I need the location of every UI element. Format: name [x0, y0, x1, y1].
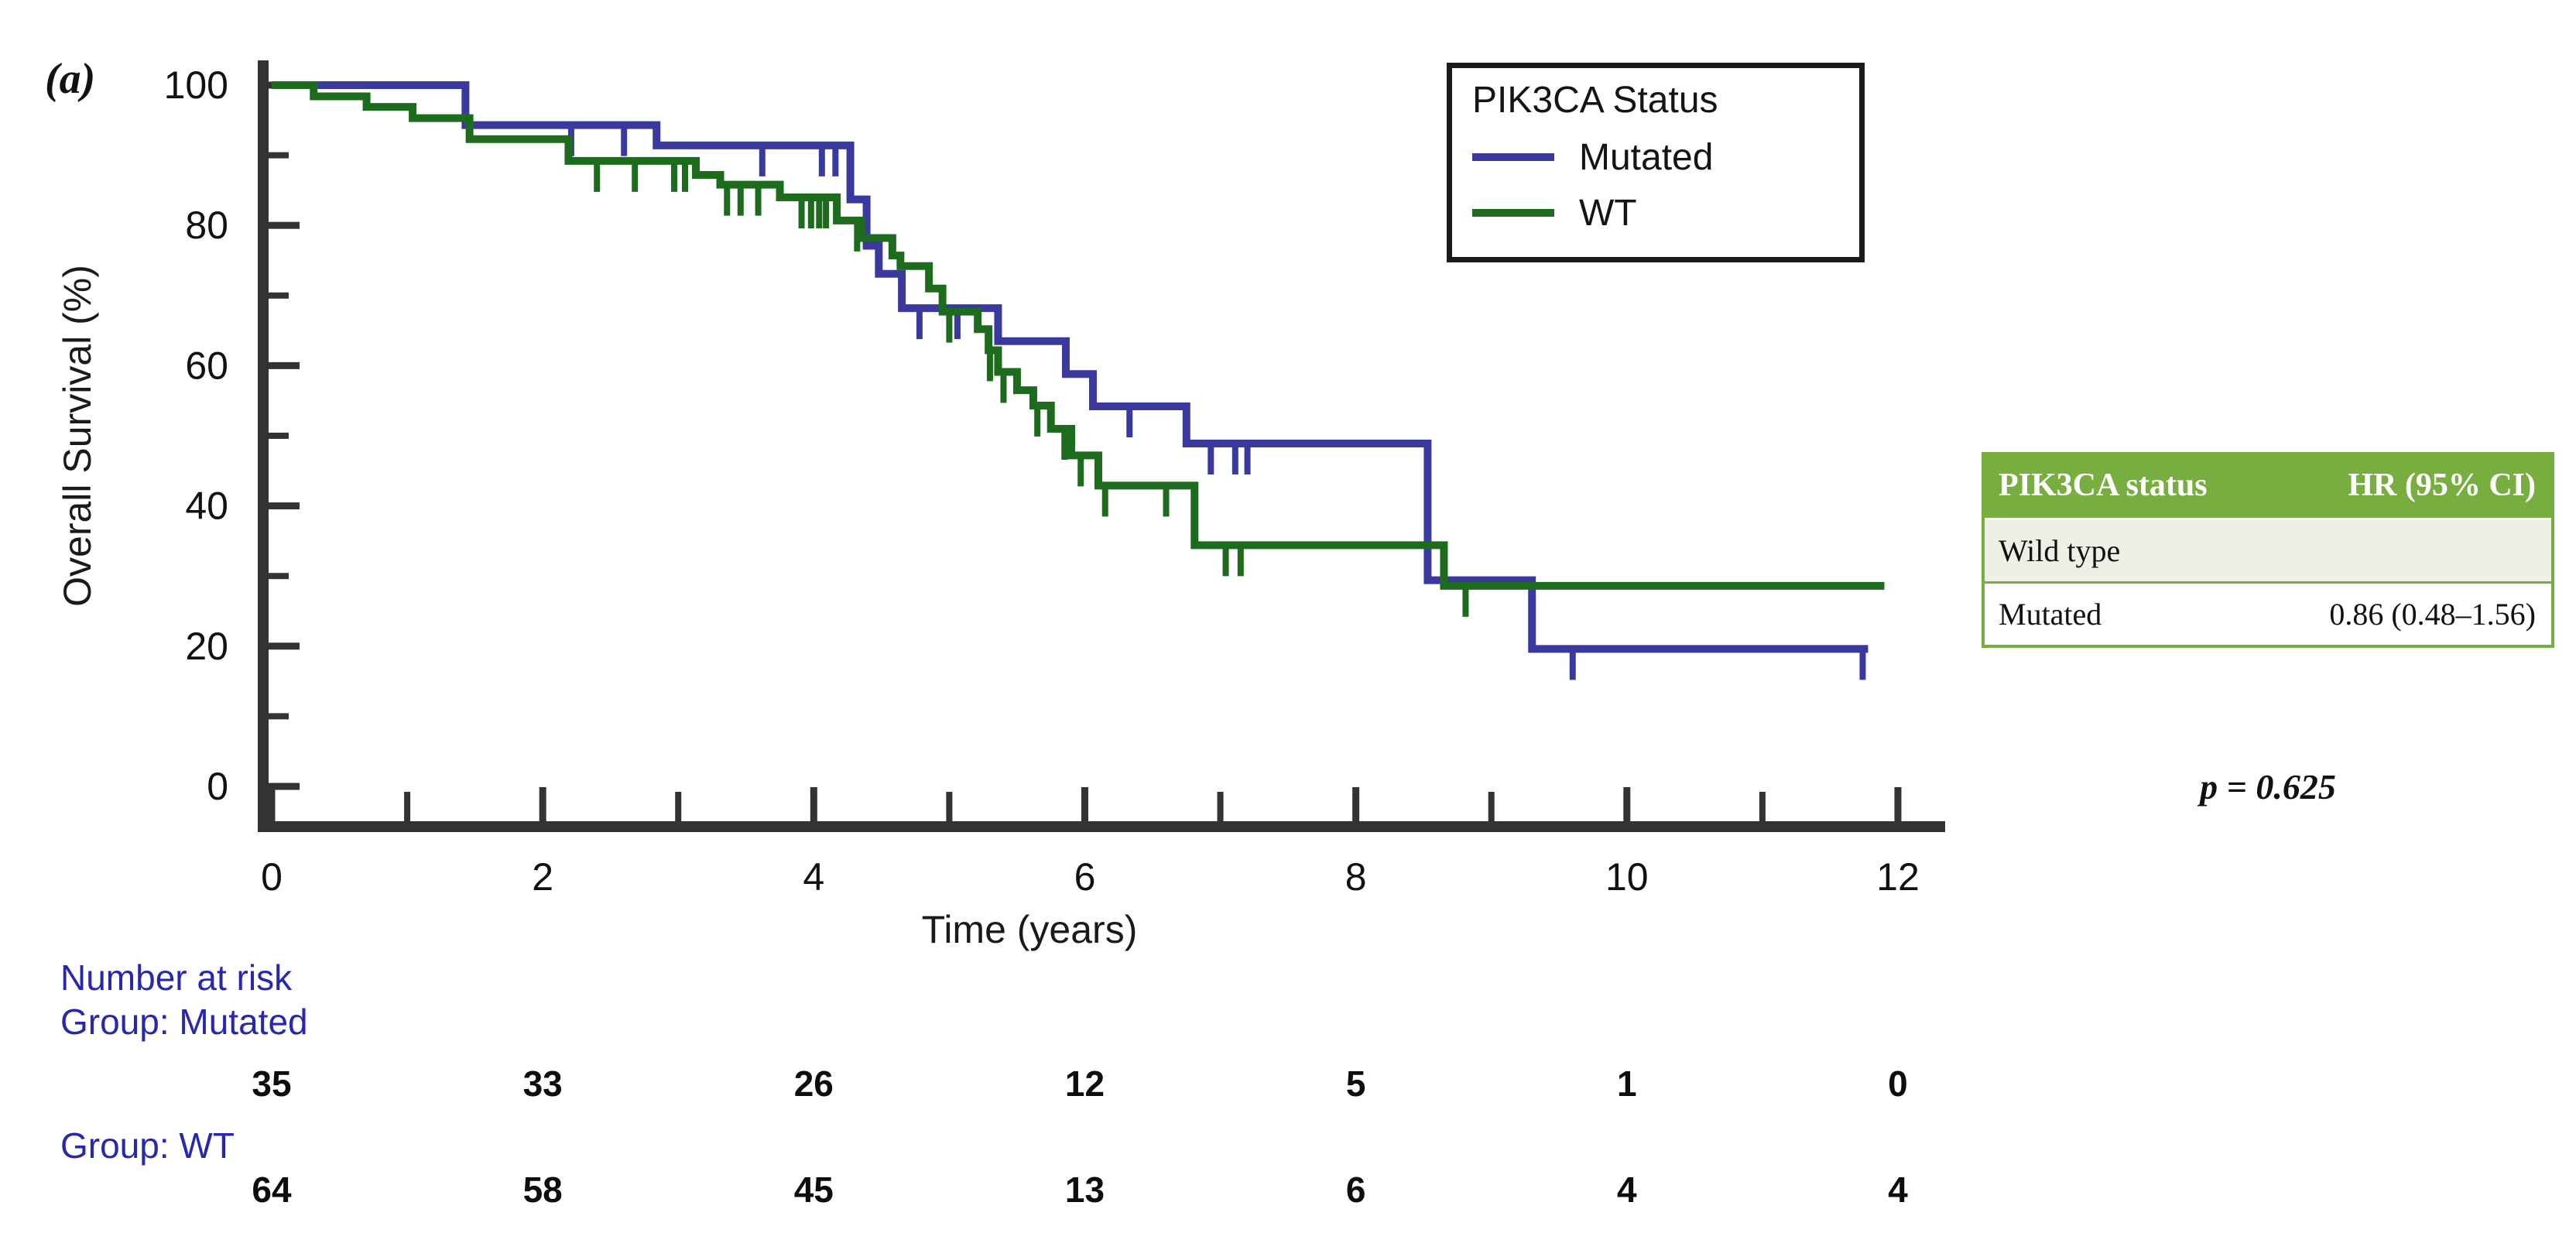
- risk-group-label-mutated: Group: Mutated: [60, 1002, 308, 1042]
- hr-row-value: 0.86 (0.48–1.56): [2329, 597, 2536, 632]
- risk-count: 0: [1888, 1063, 1908, 1104]
- y-tick-label: 20: [185, 625, 228, 668]
- risk-count: 33: [522, 1063, 563, 1104]
- y-minor-tick: [269, 152, 289, 159]
- y-tick-label: 60: [185, 344, 228, 387]
- number-at-risk-title: Number at risk: [60, 957, 293, 998]
- risk-count: 26: [793, 1063, 834, 1104]
- x-tick-label: 10: [1605, 855, 1649, 899]
- y-axis-title: Overall Survival (%): [56, 265, 99, 607]
- y-tick-label: 100: [164, 63, 228, 107]
- risk-count: 4: [1888, 1170, 1908, 1210]
- y-major-tick: [269, 502, 300, 510]
- legend-box: PIK3CA Status Mutated WT: [1447, 63, 1865, 262]
- x-minor-tick: [1217, 792, 1224, 821]
- x-minor-tick: [1759, 792, 1766, 821]
- x-minor-tick: [946, 792, 953, 821]
- hr-header-status: PIK3CA status: [1999, 468, 2208, 503]
- y-minor-tick: [269, 573, 289, 580]
- legend-item-label: WT: [1579, 192, 1637, 234]
- risk-count: 6: [1345, 1170, 1366, 1210]
- hr-row-label: Mutated: [1999, 597, 2102, 632]
- x-axis-title: Time (years): [921, 908, 1138, 951]
- hr-row-mutated: Mutated 0.86 (0.48–1.56): [1985, 581, 2551, 646]
- y-tick-label: 80: [185, 204, 228, 247]
- wt-line-swatch: [1472, 209, 1554, 217]
- risk-count: 45: [793, 1170, 834, 1210]
- risk-count: 64: [252, 1170, 292, 1210]
- hr-row-value: [2231, 533, 2536, 569]
- panel-label: (a): [45, 55, 96, 103]
- x-tick-label: 8: [1345, 855, 1367, 899]
- mutated-line-swatch: [1472, 153, 1554, 161]
- x-major-tick: [1352, 787, 1360, 821]
- x-major-tick: [539, 787, 546, 821]
- x-tick-label: 0: [261, 855, 283, 899]
- legend-item-wt: WT: [1472, 185, 1859, 241]
- x-major-tick: [810, 787, 817, 821]
- legend-item-label: Mutated: [1579, 136, 1714, 178]
- y-major-tick: [269, 361, 300, 369]
- risk-count: 4: [1617, 1170, 1637, 1210]
- hr-row-label: Wild type: [1999, 533, 2121, 569]
- y-tick-label: 0: [207, 765, 228, 808]
- y-minor-tick: [269, 292, 289, 299]
- risk-group-label-wt: Group: WT: [60, 1125, 235, 1166]
- hr-row-wildtype: Wild type: [1985, 518, 2551, 582]
- risk-count: 35: [252, 1063, 292, 1104]
- hr-header-hr: HR (95% CI): [2348, 468, 2536, 503]
- risk-count: 5: [1345, 1063, 1366, 1104]
- hazard-ratio-table: PIK3CA status HR (95% CI) Wild type Muta…: [1982, 452, 2554, 649]
- y-minor-tick: [269, 433, 289, 439]
- x-minor-tick: [404, 792, 411, 821]
- y-major-tick: [269, 783, 300, 790]
- p-value: p = 0.625: [2200, 767, 2336, 807]
- y-axis-spine: [258, 60, 269, 832]
- risk-count: 13: [1064, 1170, 1105, 1210]
- x-tick-label: 2: [532, 855, 553, 899]
- km-curve-wt: [272, 81, 1885, 590]
- legend-title: PIK3CA Status: [1472, 80, 1718, 121]
- x-tick-label: 6: [1074, 855, 1096, 899]
- x-tick-label: 4: [803, 855, 824, 899]
- x-major-tick: [1894, 787, 1902, 821]
- y-major-tick: [269, 221, 300, 229]
- x-minor-tick: [1488, 792, 1495, 821]
- risk-count: 12: [1064, 1063, 1105, 1104]
- x-axis-line: [258, 821, 1945, 832]
- hr-table-header: PIK3CA status HR (95% CI): [1985, 455, 2551, 519]
- x-tick-label: 12: [1876, 855, 1920, 899]
- y-minor-tick: [269, 713, 289, 720]
- x-major-tick: [1623, 787, 1631, 821]
- x-major-tick: [268, 787, 276, 821]
- legend-item-mutated: Mutated: [1472, 129, 1859, 185]
- risk-count: 58: [522, 1170, 563, 1210]
- risk-count: 1: [1617, 1063, 1637, 1104]
- y-major-tick: [269, 642, 300, 650]
- y-tick-label: 40: [185, 485, 228, 528]
- x-minor-tick: [675, 792, 682, 821]
- x-major-tick: [1081, 787, 1088, 821]
